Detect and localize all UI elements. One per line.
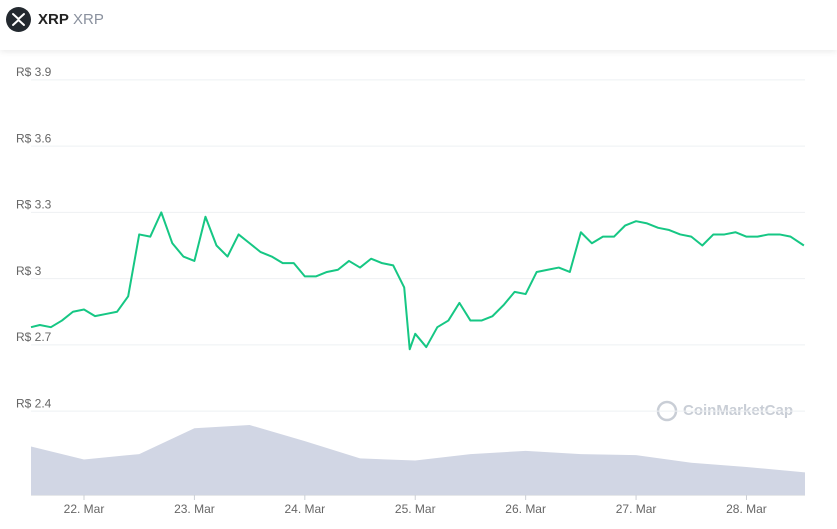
x-tick-label: 23. Mar [174, 502, 215, 516]
y-tick-label: R$ 3.9 [16, 65, 52, 79]
y-tick-label: R$ 3.3 [16, 198, 52, 212]
logo-icon [12, 13, 25, 26]
x-tick-label: 24. Mar [284, 502, 325, 516]
x-tick-label: 22. Mar [64, 502, 105, 516]
x-tick-label: 25. Mar [395, 502, 436, 516]
y-tick-label: R$ 2.4 [16, 396, 52, 410]
price-line [30, 211, 805, 351]
watermark: CoinMarketCap [683, 402, 793, 419]
coin-name: XRP [73, 11, 104, 28]
header: XRP XRP [0, 0, 837, 50]
x-tick-label: 26. Mar [505, 502, 546, 516]
coin-logo [6, 7, 31, 32]
y-tick-label: R$ 3.6 [16, 131, 52, 145]
volume-area [31, 425, 805, 495]
y-tick-label: R$ 2.7 [16, 330, 52, 344]
y-tick-label: R$ 3 [16, 264, 42, 278]
x-tick-label: 28. Mar [726, 502, 767, 516]
coin-symbol: XRP [38, 11, 69, 28]
x-tick-label: 27. Mar [616, 502, 657, 516]
